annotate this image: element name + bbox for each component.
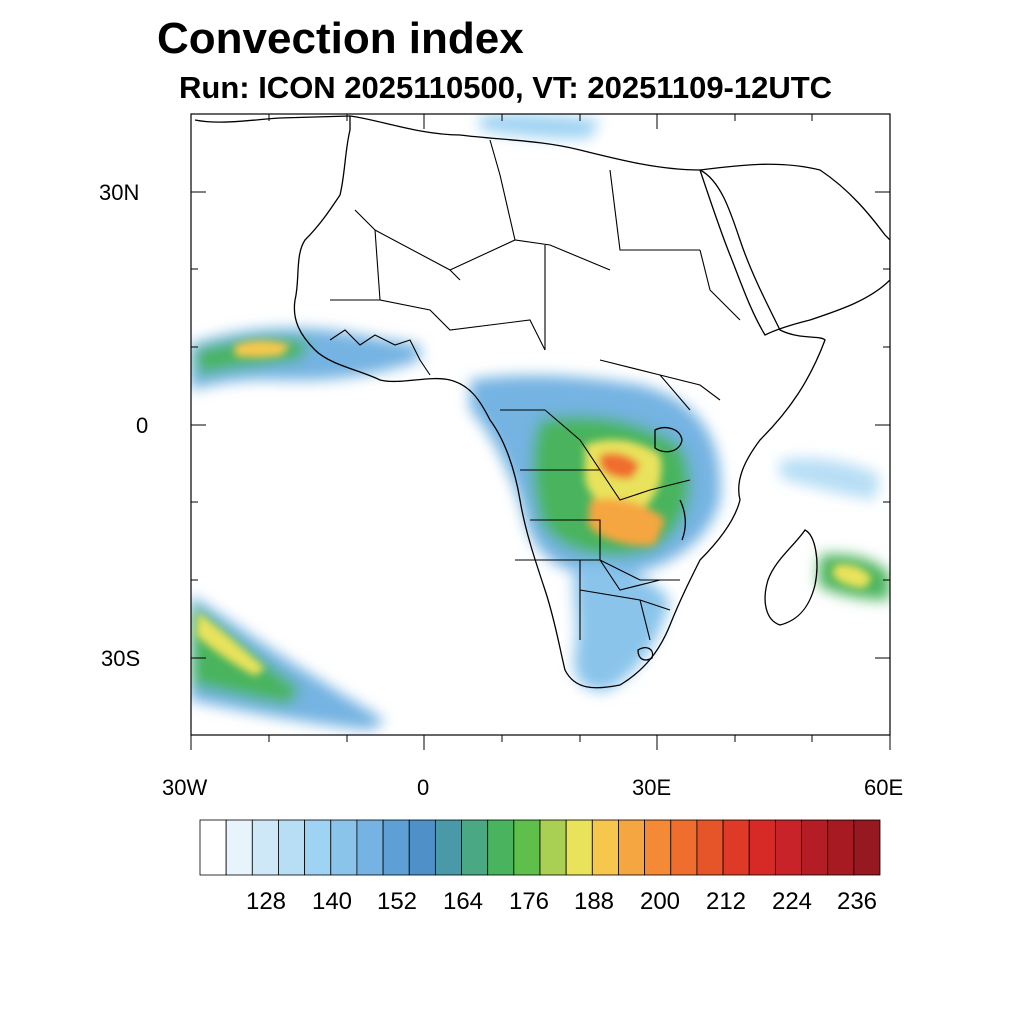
border-sahel (330, 169, 700, 351)
madagascar-coastline (764, 529, 818, 626)
colorbar-swatch (618, 819, 646, 876)
colorbar-swatch (304, 819, 332, 876)
colorbar-swatch (853, 819, 881, 876)
colorbar-swatch (513, 819, 541, 876)
convection-peak-zambia (588, 498, 665, 546)
colorbar-swatch (774, 819, 802, 876)
europe-coastline (194, 115, 351, 123)
lake-victoria-coastline (654, 427, 683, 453)
colorbar-swatch (748, 819, 776, 876)
lake-malawi-coastline (679, 499, 686, 541)
lat-label-0: 0 (136, 413, 149, 438)
colorbar-label: 128 (245, 888, 287, 915)
colorbar-label: 200 (639, 888, 681, 915)
convection-area-south (573, 564, 670, 691)
convection-peak-indian (832, 564, 872, 588)
colorbar-swatch (382, 819, 410, 876)
convection-peak-itcz (235, 340, 290, 358)
colorbar-swatch (539, 819, 567, 876)
border-east (599, 249, 741, 411)
colorbar (199, 819, 881, 876)
colorbar-swatch (461, 819, 489, 876)
colorbar-label: 212 (705, 888, 747, 915)
colorbar-swatch (225, 819, 253, 876)
lesotho-coastline (637, 647, 654, 661)
chart-title: Convection index (157, 14, 524, 63)
colorbar-swatch (696, 819, 724, 876)
convection-peak-frontal (196, 612, 265, 676)
colorbar-label: 176 (508, 888, 550, 915)
coastlines (194, 115, 890, 689)
colorbar-swatch (565, 819, 593, 876)
convection-peak-congo-core (600, 453, 640, 479)
border-maghreb (354, 139, 611, 301)
colorbar-swatch (408, 819, 436, 876)
border-central (500, 409, 691, 581)
lat-label-30s: 30S (101, 646, 141, 671)
convection-field (191, 114, 890, 730)
convection-area-ne (780, 458, 880, 500)
lon-label-60e: 60E (864, 775, 904, 800)
lon-label-30e: 30E (632, 775, 672, 800)
convection-area-med (480, 114, 600, 139)
axis-ticks (190, 114, 891, 750)
colorbar-swatch (827, 819, 855, 876)
lat-label-30n: 30N (99, 180, 140, 205)
colorbar-swatch (670, 819, 698, 876)
convection-area-frontal (191, 595, 385, 730)
colorbar-swatch (722, 819, 750, 876)
colorbar-swatch (487, 819, 515, 876)
lon-label-0: 0 (417, 775, 430, 800)
border-southern (579, 559, 671, 641)
colorbar-label: 152 (376, 888, 418, 915)
colorbar-label: 140 (311, 888, 353, 915)
colorbar-swatch (330, 819, 358, 876)
colorbar-swatch (801, 819, 829, 876)
chart-subtitle: Run: ICON 2025110500, VT: 20251109-12UTC (179, 70, 833, 105)
colorbar-label: 236 (836, 888, 878, 915)
arabia-coastline (699, 163, 890, 336)
colorbar-label: 188 (573, 888, 615, 915)
country-borders (329, 139, 741, 641)
colorbar-label: 164 (442, 888, 484, 915)
colorbar-swatch (278, 819, 306, 876)
colorbar-swatch (644, 819, 672, 876)
lon-label-30w: 30W (162, 775, 208, 800)
colorbar-swatch (199, 819, 227, 876)
border-west-africa (329, 329, 431, 376)
colorbar-swatch (434, 819, 462, 876)
colorbar-swatch (251, 819, 279, 876)
colorbar-swatch (591, 819, 619, 876)
colorbar-swatch (356, 819, 384, 876)
colorbar-label: 224 (771, 888, 813, 915)
